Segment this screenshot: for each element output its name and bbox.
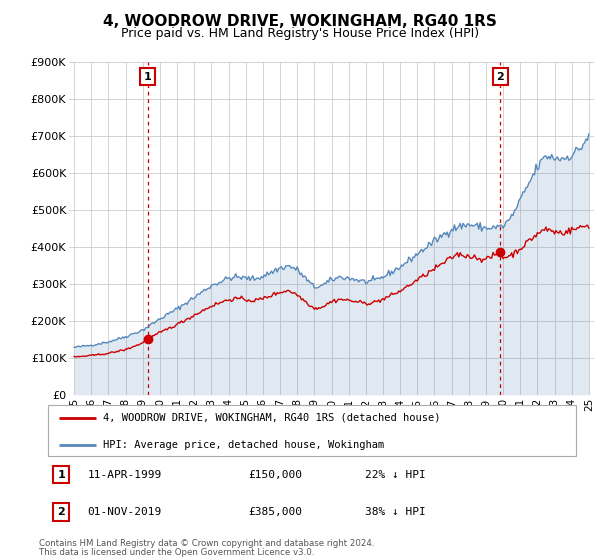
Text: 1: 1	[144, 72, 151, 82]
Text: 1: 1	[58, 470, 65, 479]
Text: Price paid vs. HM Land Registry's House Price Index (HPI): Price paid vs. HM Land Registry's House …	[121, 27, 479, 40]
FancyBboxPatch shape	[48, 405, 576, 456]
Text: 01-NOV-2019: 01-NOV-2019	[88, 507, 162, 517]
Text: 2: 2	[496, 72, 504, 82]
Text: £385,000: £385,000	[248, 507, 302, 517]
Text: 38% ↓ HPI: 38% ↓ HPI	[365, 507, 425, 517]
Text: 22% ↓ HPI: 22% ↓ HPI	[365, 470, 425, 479]
Text: 2: 2	[58, 507, 65, 517]
Text: Contains HM Land Registry data © Crown copyright and database right 2024.: Contains HM Land Registry data © Crown c…	[39, 539, 374, 548]
Text: HPI: Average price, detached house, Wokingham: HPI: Average price, detached house, Woki…	[103, 440, 385, 450]
Text: 4, WOODROW DRIVE, WOKINGHAM, RG40 1RS: 4, WOODROW DRIVE, WOKINGHAM, RG40 1RS	[103, 14, 497, 29]
Text: 11-APR-1999: 11-APR-1999	[88, 470, 162, 479]
Text: This data is licensed under the Open Government Licence v3.0.: This data is licensed under the Open Gov…	[39, 548, 314, 557]
Text: 4, WOODROW DRIVE, WOKINGHAM, RG40 1RS (detached house): 4, WOODROW DRIVE, WOKINGHAM, RG40 1RS (d…	[103, 413, 441, 423]
Text: £150,000: £150,000	[248, 470, 302, 479]
